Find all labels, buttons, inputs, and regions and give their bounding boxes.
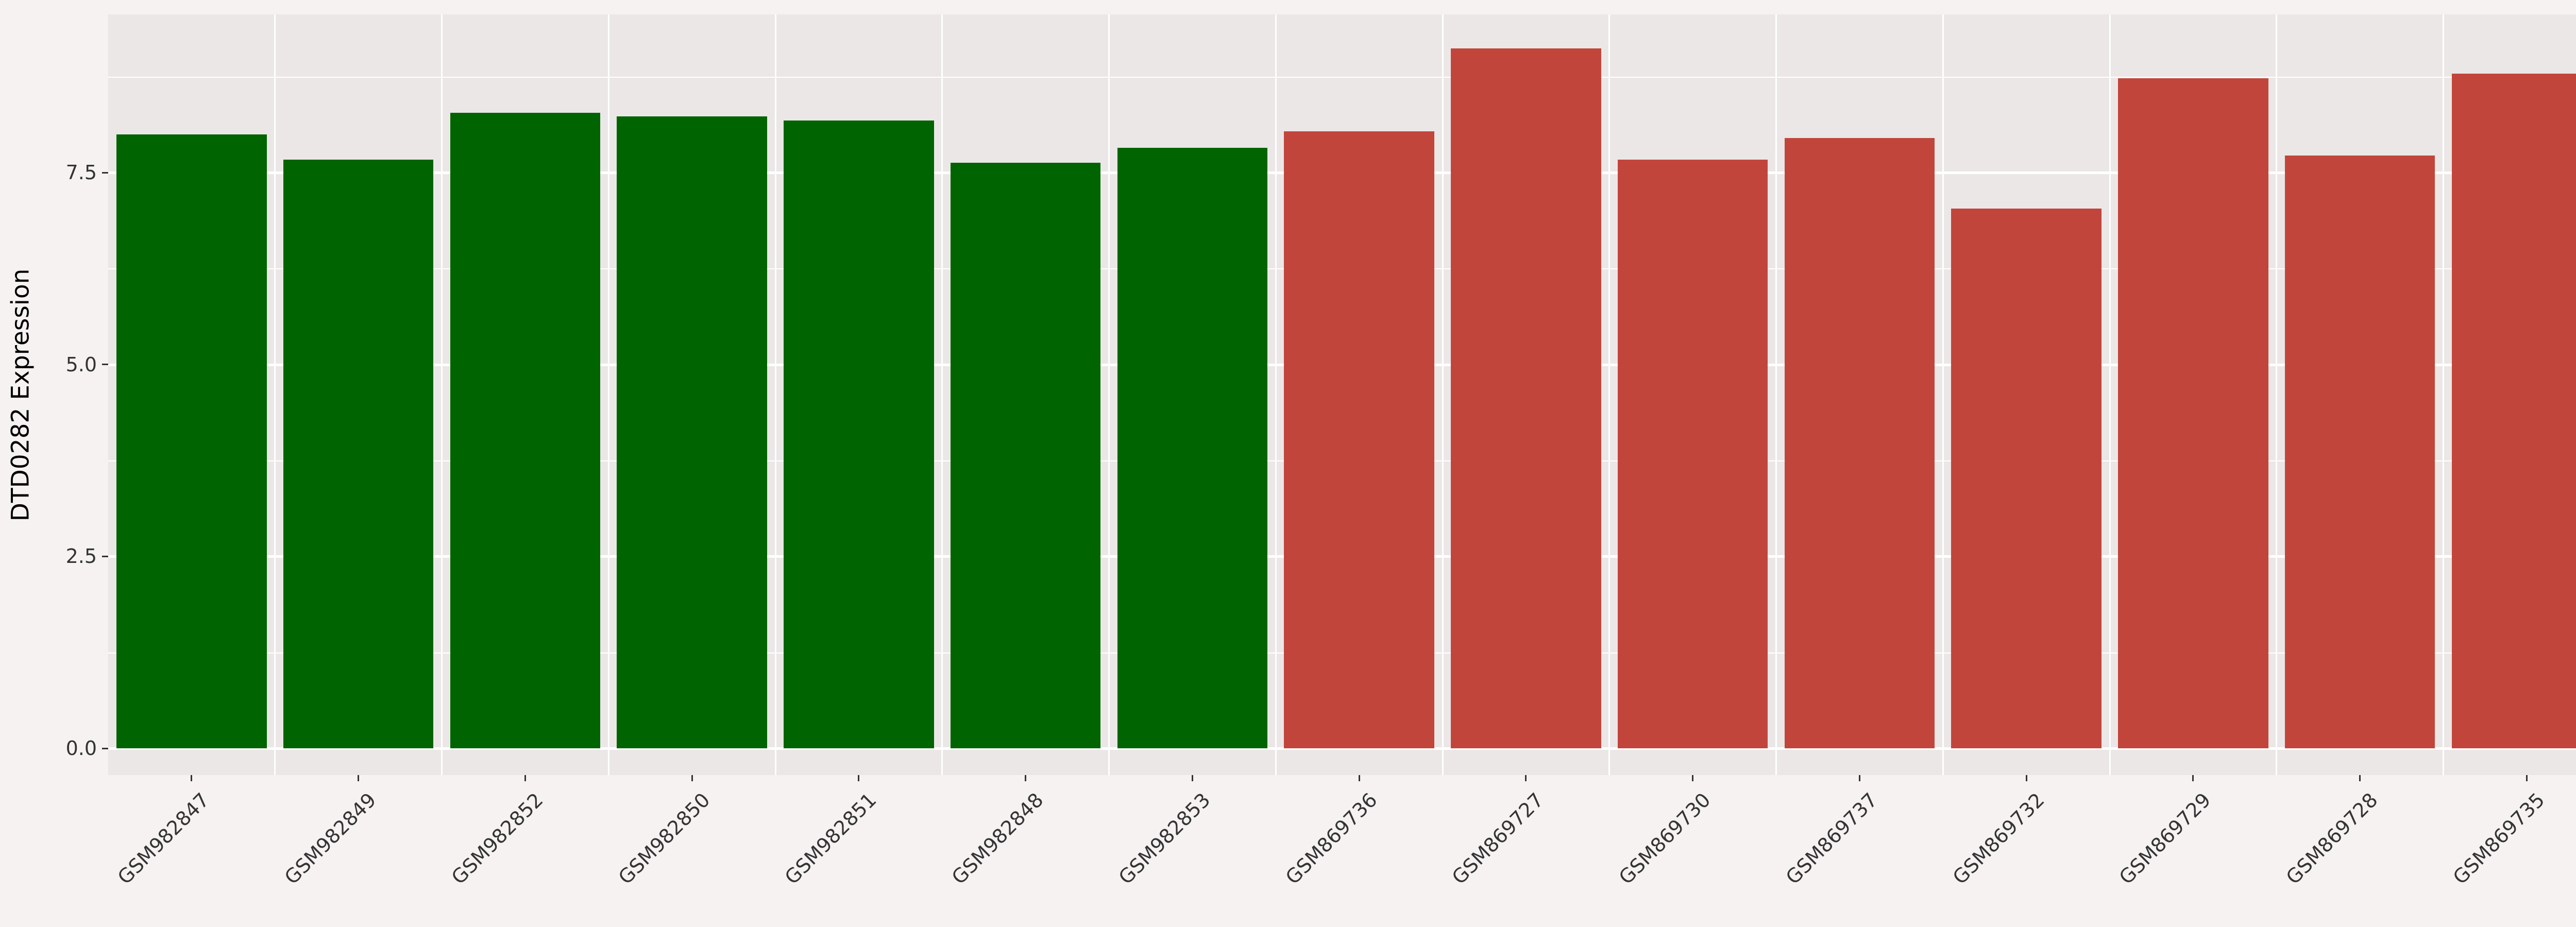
x-tick bbox=[1191, 775, 1193, 781]
bar-GSM982852 bbox=[450, 112, 601, 748]
x-tick bbox=[2526, 775, 2528, 781]
x-tick-label: GSM869737 bbox=[1781, 788, 1882, 889]
v-gridline bbox=[774, 14, 776, 775]
bar-GSM982851 bbox=[784, 120, 934, 748]
bar-GSM982850 bbox=[617, 116, 767, 748]
x-tick bbox=[524, 775, 526, 781]
y-tick-label: 2.5 bbox=[65, 545, 97, 568]
x-tick-label: GSM982852 bbox=[447, 788, 548, 889]
x-tick-label: GSM869727 bbox=[1448, 788, 1548, 889]
y-tick bbox=[102, 555, 108, 557]
bar-GSM982853 bbox=[1117, 148, 1268, 748]
x-tick bbox=[1025, 775, 1027, 781]
h-gridline-minor bbox=[108, 76, 2576, 78]
v-gridline bbox=[1442, 14, 1444, 775]
plot-panel bbox=[108, 14, 2576, 775]
x-tick-label: GSM982847 bbox=[113, 788, 214, 889]
x-tick bbox=[2025, 775, 2027, 781]
v-gridline bbox=[2276, 14, 2278, 775]
y-tick bbox=[102, 364, 108, 366]
bar-GSM869730 bbox=[1617, 159, 1768, 748]
x-tick-label: GSM869728 bbox=[2281, 788, 2382, 889]
bar-GSM869735 bbox=[2451, 73, 2576, 748]
y-tick-label: 0.0 bbox=[65, 737, 97, 760]
x-tick bbox=[858, 775, 860, 781]
x-tick bbox=[2192, 775, 2194, 781]
x-tick bbox=[2359, 775, 2361, 781]
x-tick bbox=[1525, 775, 1527, 781]
y-axis-title: DTD0282 Expression bbox=[6, 268, 35, 521]
v-gridline bbox=[941, 14, 943, 775]
bar-GSM869727 bbox=[1451, 48, 1601, 748]
v-gridline bbox=[2443, 14, 2444, 775]
y-tick bbox=[102, 171, 108, 174]
x-tick bbox=[1358, 775, 1360, 781]
x-tick bbox=[1858, 775, 1860, 781]
y-tick bbox=[102, 747, 108, 749]
x-tick-label: GSM982849 bbox=[280, 788, 381, 889]
y-tick-label: 7.5 bbox=[65, 161, 97, 184]
x-tick bbox=[191, 775, 193, 781]
x-tick bbox=[1692, 775, 1694, 781]
bar-GSM869729 bbox=[2118, 78, 2268, 748]
x-tick bbox=[691, 775, 693, 781]
v-gridline bbox=[1942, 14, 1944, 775]
h-gridline-major bbox=[108, 747, 2576, 750]
bar-GSM869737 bbox=[1784, 138, 1935, 748]
x-tick-label: GSM982851 bbox=[781, 788, 881, 889]
bar-GSM982849 bbox=[283, 159, 434, 748]
bar-GSM869732 bbox=[1951, 209, 2102, 748]
x-tick-label: GSM982848 bbox=[947, 788, 1048, 889]
x-tick-label: GSM869732 bbox=[1948, 788, 2049, 889]
y-tick-label: 5.0 bbox=[65, 353, 97, 376]
v-gridline bbox=[1775, 14, 1777, 775]
x-tick-label: GSM869730 bbox=[1614, 788, 1715, 889]
x-tick bbox=[358, 775, 360, 781]
v-gridline bbox=[1608, 14, 1611, 775]
x-tick-label: GSM869736 bbox=[1281, 788, 1382, 889]
bar-GSM982847 bbox=[116, 134, 267, 748]
v-gridline bbox=[1108, 14, 1110, 775]
v-gridline bbox=[2109, 14, 2111, 775]
v-gridline bbox=[607, 14, 609, 775]
x-tick-label: GSM869735 bbox=[2448, 788, 2549, 889]
v-gridline bbox=[1275, 14, 1277, 775]
bar-GSM869728 bbox=[2284, 156, 2435, 748]
bar-GSM982848 bbox=[950, 162, 1101, 748]
x-tick-label: GSM982850 bbox=[614, 788, 715, 889]
v-gridline bbox=[441, 14, 443, 775]
bar-GSM869736 bbox=[1284, 131, 1434, 748]
x-tick-label: GSM982853 bbox=[1114, 788, 1215, 889]
x-tick-label: GSM869729 bbox=[2115, 788, 2215, 889]
v-gridline bbox=[274, 14, 276, 775]
